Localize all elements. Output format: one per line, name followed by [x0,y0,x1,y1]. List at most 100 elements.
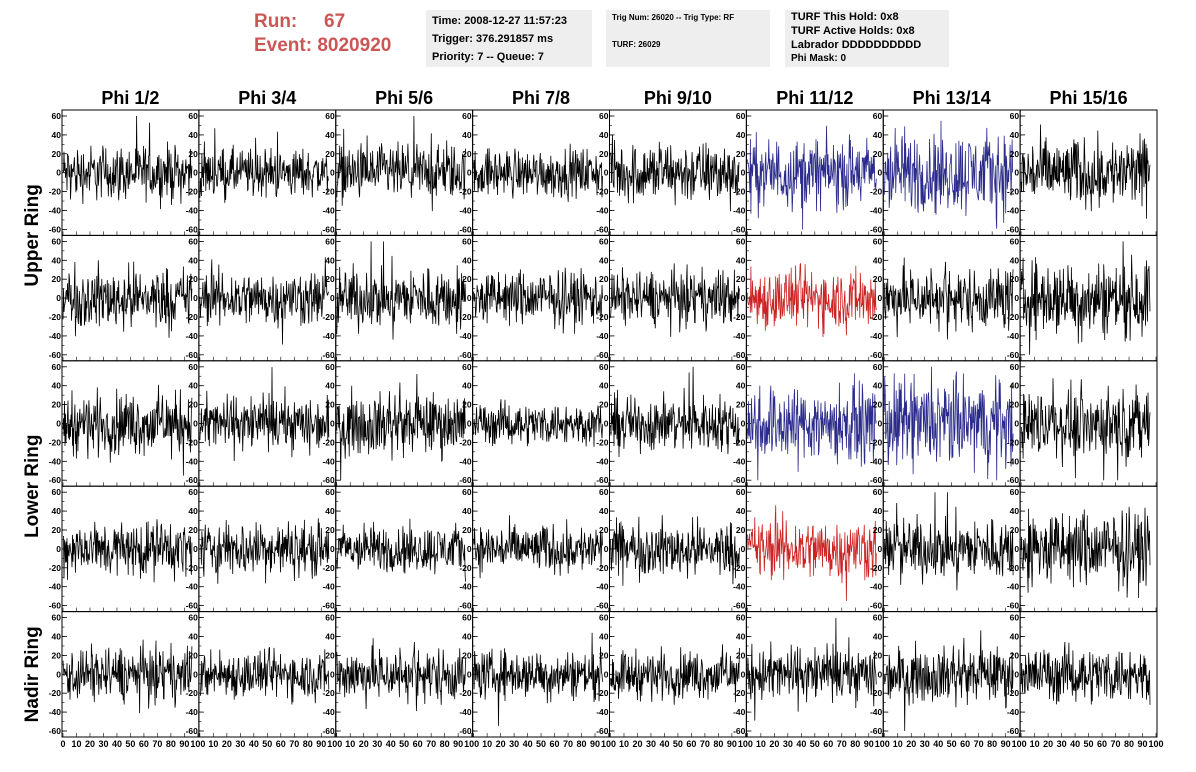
waveform-panel: -60 -40 -20 0 20 40 60 [596,234,747,362]
y-tick-label: 40 [1010,506,1020,516]
waveform-trace [883,630,1014,732]
x-tick-label: 10 [756,739,766,749]
column-header: Phi 15/16 [1050,88,1128,108]
waveform-trace [62,639,193,714]
y-tick-label: 20 [599,525,609,535]
y-tick-label: 0 [604,293,609,303]
waveform-trace [199,257,329,345]
y-tick-label: 60 [736,111,746,121]
x-tick-label: 80 [303,739,313,749]
y-tick-label: -20 [49,312,62,322]
y-tick-label: 0 [741,544,746,554]
waveform-panel: -60 -40 -20 0 20 40 60 [1007,109,1158,236]
y-tick-label: 0 [56,669,61,679]
y-tick-label: 40 [462,506,472,516]
y-tick-label: -40 [1007,707,1020,717]
y-tick-label: 40 [599,130,609,140]
waveform-trace [62,384,193,476]
waveform-panel: -60 -40 -20 0 20 40 60 [459,109,610,236]
y-tick-label: 20 [188,525,198,535]
y-tick-label: -20 [322,563,335,573]
y-tick-label: 0 [56,293,61,303]
y-tick-label: 40 [52,255,62,265]
y-tick-label: -60 [1007,224,1020,234]
y-tick-label: 0 [604,168,609,178]
y-tick-label: 0 [878,419,883,429]
y-tick-label: 60 [599,487,609,497]
waveform-panel: -60 -40 -20 0 20 40 60 [186,360,337,487]
y-tick-label: -60 [49,224,62,234]
y-tick-label: 20 [462,650,472,660]
x-tick-label: 10 [345,739,355,749]
y-tick-label: -20 [596,312,609,322]
y-tick-label: -40 [459,582,472,592]
row-label: Lower Ring [22,434,43,537]
run-event-header: Run: 67 Event: 8020920 [254,10,391,58]
x-tick-label: 90 [727,739,737,749]
y-tick-label: 0 [193,293,198,303]
x-tick-label: 10 [71,739,81,749]
y-tick-label: 20 [599,274,609,284]
waveform-panel: -60 -40 -20 0 20 40 60 [186,485,337,613]
y-tick-label: -40 [49,331,62,341]
y-tick-label: -20 [596,688,609,698]
y-tick-label: -40 [596,456,609,466]
y-tick-label: -20 [186,563,199,573]
y-tick-label: 20 [462,274,472,284]
y-tick-label: -40 [870,206,883,216]
waveform-trace [199,518,330,584]
y-tick-label: -40 [459,331,472,341]
y-tick-label: -20 [49,563,62,573]
y-tick-label: -60 [596,601,609,611]
y-tick-label: 20 [52,400,62,410]
y-tick-label: 40 [325,506,335,516]
y-tick-label: 40 [736,130,746,140]
y-tick-label: -20 [49,437,62,447]
waveform-panel: -60 -40 -20 0 20 40 60 [49,360,200,487]
waveform-panel: -60 -40 -20 0 20 40 60 [870,611,1021,738]
y-tick-label: 40 [873,632,883,642]
x-tick-label: 10 [208,739,218,749]
waveform-trace [610,263,740,337]
y-tick-label: -60 [596,475,609,485]
y-tick-label: 20 [462,400,472,410]
x-tick-label: 30 [783,739,793,749]
row-label: Upper Ring [22,184,43,286]
trigger-text: Trigger: 376.291857 ms [432,33,554,45]
y-tick-label: -40 [459,456,472,466]
waveform-trace [610,644,740,705]
y-tick-label: -20 [596,563,609,573]
waveform-trace [473,399,603,447]
y-tick-label: -60 [186,601,199,611]
x-tick-label: 80 [1124,739,1134,749]
y-tick-label: -60 [459,601,472,611]
y-tick-label: -60 [322,475,335,485]
y-tick-label: 20 [736,650,746,660]
y-tick-label: 40 [462,255,472,265]
y-tick-label: -60 [1007,475,1020,485]
y-tick-label: 60 [52,111,62,121]
y-tick-label: -40 [596,707,609,717]
y-tick-label: -20 [733,563,746,573]
waveform-trace [473,267,603,334]
y-tick-label: 0 [1014,419,1019,429]
labrador-text: Labrador DDDDDDDDDD [791,39,922,51]
y-tick-label: -20 [322,187,335,197]
x-tick-label: 80 [713,739,723,749]
waveform-panel: -60 -40 -20 0 20 40 60 [322,360,474,487]
y-tick-label: 20 [52,149,62,159]
y-tick-label: -20 [1007,688,1020,698]
y-tick-label: 40 [599,381,609,391]
y-tick-label: -40 [733,582,746,592]
y-tick-label: 60 [1010,236,1020,246]
y-tick-label: -60 [459,224,472,234]
y-tick-label: -60 [322,601,335,611]
y-tick-label: -40 [186,206,199,216]
y-tick-label: 20 [325,525,335,535]
x-tick-label: 50 [810,739,820,749]
x-tick-label: 20 [359,739,369,749]
y-tick-label: 40 [1010,255,1020,265]
y-tick-label: 40 [188,506,198,516]
y-tick-label: -60 [49,350,62,360]
x-tick-label: 70 [563,739,573,749]
